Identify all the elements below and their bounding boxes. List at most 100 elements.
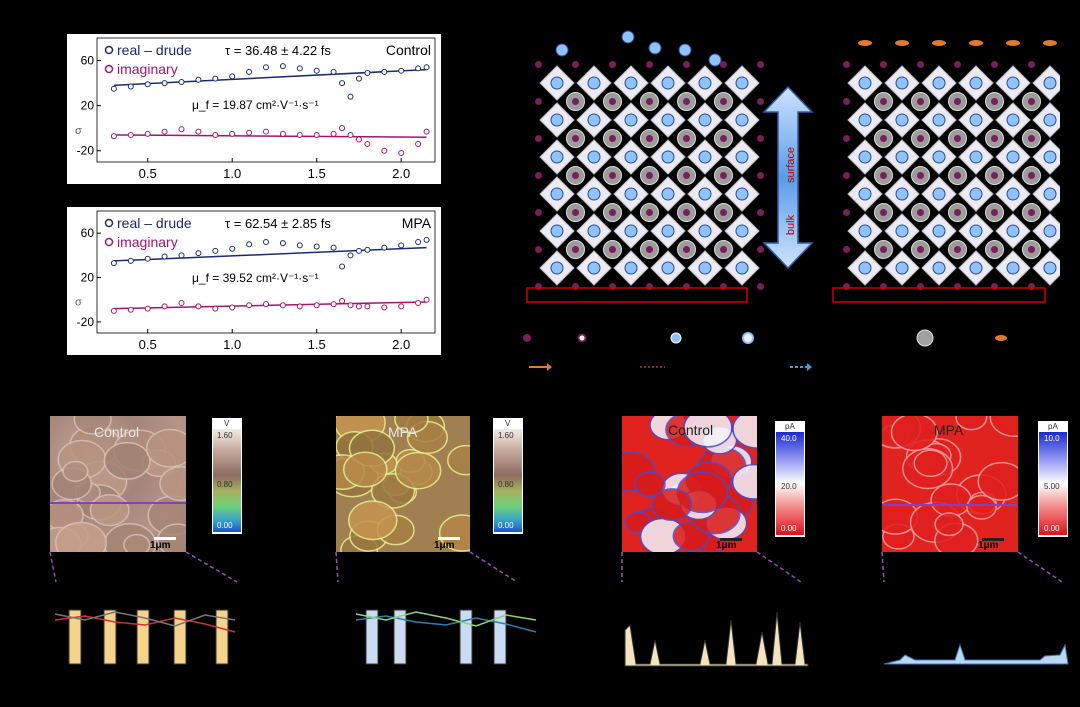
lead-atom	[609, 172, 616, 179]
iodide-atom	[624, 261, 638, 275]
iodide-atom	[550, 261, 564, 275]
iodide-atom	[587, 113, 601, 127]
iodide-atom	[858, 76, 872, 90]
imag-data-point	[144, 130, 151, 137]
imag-data-point	[110, 133, 117, 140]
colorbar-tick-top: 1.60	[498, 431, 514, 440]
kpfm-image-mpa: MPA 1μm	[336, 416, 470, 552]
iodide-atom	[1006, 187, 1020, 201]
real-data-point	[313, 67, 320, 74]
lead-atom	[880, 135, 887, 142]
y-tick-label: 20	[81, 271, 95, 285]
substrate-box-left	[526, 287, 748, 303]
grain	[651, 488, 693, 522]
iodide-atom	[735, 187, 749, 201]
iodide-atom	[858, 187, 872, 201]
real-data-point	[330, 244, 337, 251]
lead-atom	[1028, 246, 1035, 253]
iodide-atom	[735, 150, 749, 164]
lead-atom	[757, 98, 764, 105]
lead-atom	[917, 172, 924, 179]
grain	[438, 514, 470, 552]
lead-atom	[535, 61, 542, 68]
iodide-atom	[735, 76, 749, 90]
colorbar-tick-mid: 0.80	[217, 480, 233, 489]
lead-atom	[535, 135, 542, 142]
imag-data-point	[330, 130, 337, 137]
legend-real-label: real – drude	[117, 42, 192, 58]
line-profile-marker	[882, 504, 1018, 506]
lead-atom	[991, 209, 998, 216]
lead-atom	[917, 135, 924, 142]
plot-frame	[96, 210, 436, 334]
colorbar-tick-top: 40.0	[781, 434, 797, 443]
profile-bar	[136, 609, 150, 665]
grain	[955, 416, 988, 431]
cafm-image-mpa: MPA 1μm	[882, 416, 1018, 552]
colorbar-gradient	[1039, 432, 1067, 535]
profile-line	[355, 615, 537, 633]
real-data-point	[339, 80, 346, 87]
real-data-point	[364, 69, 371, 76]
real-data-point	[195, 76, 202, 83]
zoom-guide-line	[469, 551, 518, 583]
lead-atom	[683, 61, 690, 68]
grain	[145, 428, 186, 468]
legend-orange-arrowhead-icon	[547, 363, 552, 371]
real-data-point	[246, 68, 253, 75]
lead-atom	[609, 135, 616, 142]
iodide-atom	[858, 150, 872, 164]
scale-label: 1μm	[150, 540, 171, 551]
surface-bulk-arrow	[762, 85, 814, 270]
grain	[447, 444, 470, 476]
lead-atom	[843, 246, 850, 253]
iodide-atom	[698, 187, 712, 201]
imag-data-point	[178, 300, 185, 307]
iodide-atom	[1043, 261, 1057, 275]
iodide-atom	[550, 187, 564, 201]
iodide-atom	[969, 150, 983, 164]
zoom-guide-line	[335, 551, 339, 583]
colorbar-tick-bottom: 0.00	[1044, 524, 1060, 533]
real-data-point	[355, 247, 362, 254]
lead-atom	[535, 246, 542, 253]
lead-atom	[843, 209, 850, 216]
scale-label: 1μm	[978, 540, 999, 551]
iodide-atom	[895, 187, 909, 201]
iodide-atom	[661, 150, 675, 164]
iodide-atom	[969, 224, 983, 238]
real-data-point	[161, 253, 168, 260]
real-data-point	[127, 83, 134, 90]
iodide-atom	[1006, 224, 1020, 238]
iodide-atom	[587, 261, 601, 275]
imag-data-point	[110, 307, 117, 314]
lead-atom	[917, 98, 924, 105]
legend-imag-label: imaginary	[117, 234, 178, 250]
x-tick-label: 1.5	[308, 166, 326, 181]
grain	[54, 521, 107, 552]
lead-atom	[572, 172, 579, 179]
iodide-atom	[661, 76, 675, 90]
scale-bar	[438, 537, 460, 540]
scale-label: 1μm	[716, 540, 737, 551]
cafm-grains-mpa	[882, 416, 1018, 552]
imag-data-point	[398, 303, 405, 310]
lead-atom	[720, 61, 727, 68]
iodide-atom	[587, 187, 601, 201]
lead-atom	[843, 135, 850, 142]
real-data-point	[212, 75, 219, 82]
iodide-atom	[1006, 76, 1020, 90]
grain	[394, 451, 442, 490]
lead-atom	[757, 135, 764, 142]
real-data-point	[110, 260, 117, 267]
legend-mpa-icon	[995, 335, 1007, 341]
real-data-point	[279, 63, 286, 70]
imag-data-point	[212, 305, 219, 312]
iodide-atom	[550, 224, 564, 238]
iodide-atom	[858, 224, 872, 238]
imag-data-point	[229, 130, 236, 137]
imag-data-point	[355, 136, 362, 143]
kpfm-image-control: Control 1μm	[50, 416, 186, 552]
lead-atom	[535, 172, 542, 179]
imag-fit-line	[113, 134, 427, 138]
